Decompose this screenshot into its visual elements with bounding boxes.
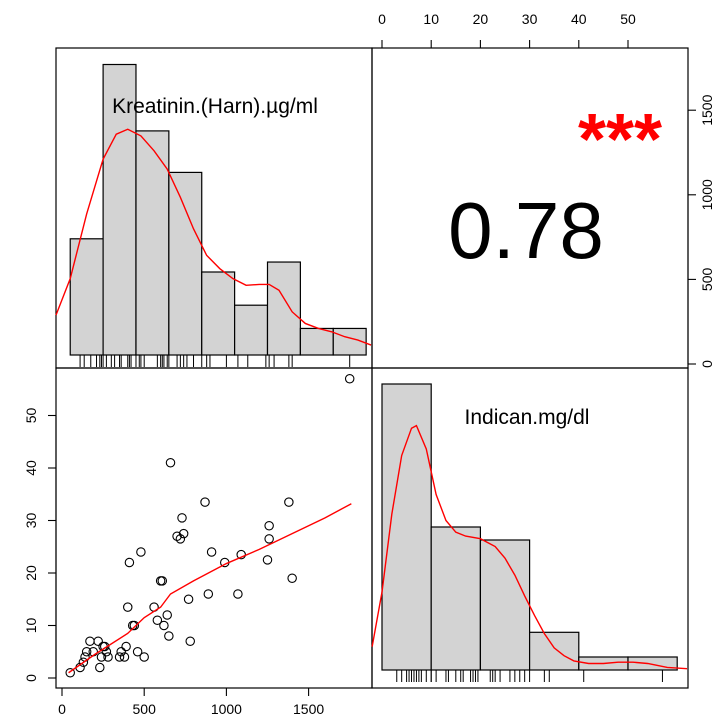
scatter-point [121,641,131,652]
top-tick-label: 10 [423,11,439,27]
left-tick-label: 10 [23,618,39,634]
scatter-point [119,652,130,662]
top-tick-label: 0 [378,11,386,27]
indican-density-line [371,424,688,670]
label-indican: Indican.mg/dl [465,406,590,429]
right-tick-label: 0 [699,360,715,368]
scatter-point [139,652,149,662]
kreatinin-density-line [55,128,372,346]
bottom-tick-label: 1000 [211,701,242,717]
scatter-point [124,557,135,568]
scatter-point [206,547,217,557]
scatter-point [103,652,113,662]
top-tick-label: 50 [620,11,636,27]
scatter-point [162,610,172,620]
scatter-point [287,573,297,583]
scatter-point [264,534,274,544]
indican-bar [528,631,580,671]
kreatinin-bar [234,304,269,356]
scatter-point [152,615,163,625]
kreatinin-rug [79,355,351,367]
bottom-tick-label: 0 [58,701,66,717]
top-tick-label: 20 [473,11,489,27]
indican-bar [381,383,432,671]
scatter-point [157,576,168,586]
kreatinin-density-curve [55,128,372,346]
left-tick-label: 50 [23,408,39,424]
top-tick-label: 40 [571,11,587,27]
smooth-line [68,503,352,674]
scatter-point [164,631,174,641]
right-tick-label: 1500 [699,94,715,125]
panel-scatter [55,367,373,689]
scatter-point [183,594,194,604]
scatter-point [159,620,169,631]
left-tick-label: 30 [23,513,39,529]
panel-indican-histogram [371,367,689,689]
left-tick-label: 20 [23,565,39,581]
scatter-point [85,636,95,646]
scatter-point [344,373,355,384]
scatter-point [284,497,294,507]
scatter-point [165,457,176,468]
right-tick-label: 500 [699,268,715,292]
scatter-point [116,646,126,657]
scatter-point [136,547,146,557]
scatter-point [178,528,189,539]
scatter-point [185,636,195,646]
scatter-point [264,520,274,531]
scatter-point [203,589,214,599]
scatter-point [65,667,75,678]
scatter-points [65,373,355,678]
kreatinin-bar [266,261,301,356]
left-tick-label: 40 [23,460,39,476]
scatter-point [78,657,89,667]
scatter-point [200,497,210,507]
scatter-smooth-line [68,503,352,674]
kreatinin-bar [135,130,170,356]
left-tick-label: 0 [23,674,39,682]
kreatinin-bar [69,238,104,356]
right-tick-label: 1000 [699,179,715,210]
indican-density-curve [371,424,688,670]
scatter-point [175,534,186,544]
label-kreatinin: Kreatinin.(Harn).µg/ml [112,95,318,118]
scatter-point [172,531,182,541]
bottom-tick-label: 500 [133,701,157,717]
scatter-point [81,646,92,657]
top-tick-label: 30 [522,11,538,27]
kreatinin-bar [201,271,236,356]
kreatinin-bar [168,171,203,356]
scatter-point [99,641,110,652]
scatter-point [123,602,133,612]
scatter-point [233,589,243,599]
scatter-point [114,652,125,662]
correlation-value: 0.78 [448,186,604,275]
indican-rug [396,670,663,682]
scatter-point [95,662,105,673]
scatter-point [96,652,107,662]
scatter-point [129,620,140,631]
bottom-tick-label: 1500 [293,701,324,717]
kreatinin-bar [299,327,334,356]
scatter-point [177,513,187,523]
scatter-point [132,646,143,657]
indican-bar [430,526,482,671]
scatter-point [93,636,103,646]
scatter-point [262,555,273,565]
significance-stars: *** [578,100,662,180]
